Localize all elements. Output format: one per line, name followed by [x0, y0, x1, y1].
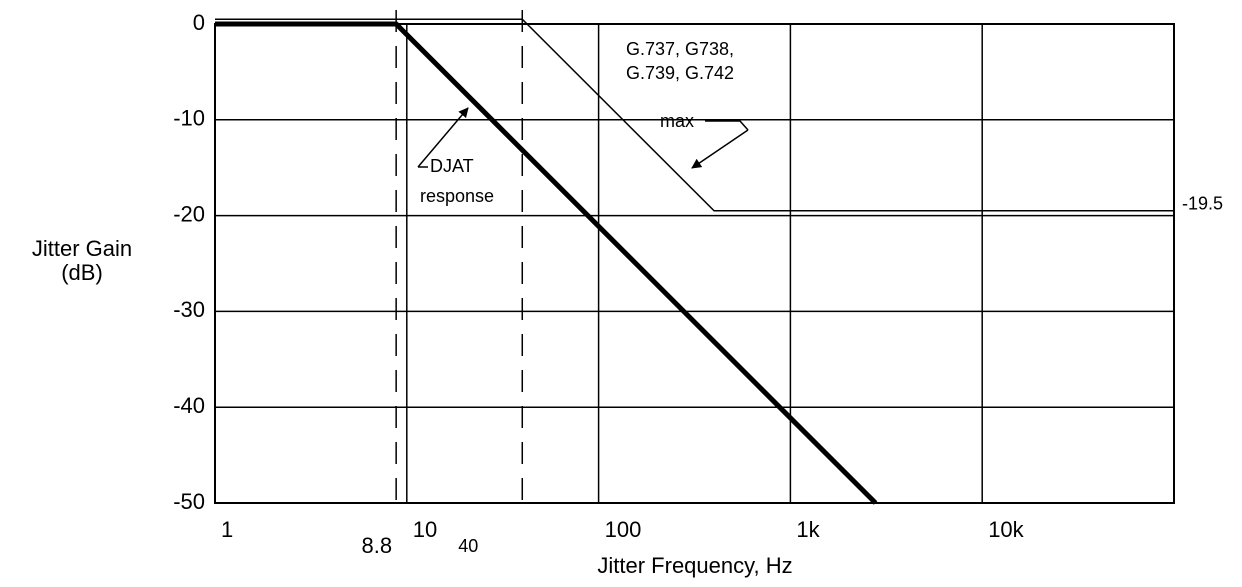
y-tick-label: -40	[173, 393, 205, 418]
arrow	[417, 107, 469, 168]
y-axis-label: (dB)	[61, 260, 103, 285]
x-tick-label: 10	[413, 517, 437, 542]
annotation: max	[660, 111, 694, 131]
y-tick-label: 0	[193, 10, 205, 35]
plot-frame	[214, 23, 1175, 504]
x-marker-label: 8.8	[362, 533, 393, 558]
x-tick-label: 1	[221, 517, 233, 542]
x-tick-label: 100	[605, 517, 642, 542]
leader	[705, 120, 749, 131]
x-marker-label: 40	[458, 536, 478, 556]
y-tick-label: -50	[173, 489, 205, 514]
y-tick-label: -10	[173, 106, 205, 131]
annotation: G.739, G.742	[626, 63, 734, 83]
series-line	[215, 18, 1174, 212]
annotation: DJAT	[430, 156, 474, 176]
y-tick-label: -30	[173, 297, 205, 322]
x-tick-label: 10k	[988, 517, 1024, 542]
annotation: response	[420, 186, 494, 206]
y-tick-label: -20	[173, 201, 205, 226]
x-tick-label: 1k	[796, 517, 820, 542]
annotation: G.737, G738,	[626, 39, 734, 59]
y-axis-label: Jitter Gain	[32, 236, 132, 261]
arrow	[691, 129, 749, 169]
x-axis-label: Jitter Frequency, Hz	[597, 553, 792, 578]
series-line	[215, 21, 878, 505]
level-label: -19.5	[1182, 194, 1223, 214]
